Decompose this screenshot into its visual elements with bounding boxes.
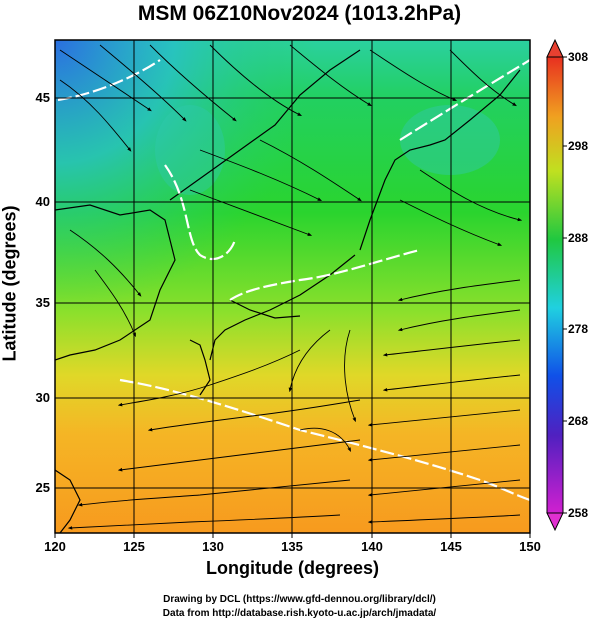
y-tick-label: 45 (36, 90, 50, 105)
credit-drawing: Drawing by DCL (https://www.gfd-dennou.o… (163, 594, 436, 605)
x-axis-label: Longitude (degrees) (205, 558, 379, 578)
colorbar-label: 298 (568, 139, 588, 153)
x-tick-label: 130 (202, 539, 224, 554)
y-axis-label: Latitude (degrees) (0, 205, 20, 362)
colorbar: 308 298 288 278 268 258 (546, 38, 588, 532)
colorbar-max-arrow (546, 38, 564, 58)
coastlines (55, 49, 521, 533)
map-title: MSM 06Z10Nov2024 (1013.2hPa) (137, 2, 462, 25)
y-tick-label: 25 (36, 480, 50, 495)
colorbar-label: 288 (568, 231, 588, 245)
x-tick-label: 125 (123, 539, 145, 554)
x-tick-label: 150 (519, 539, 541, 554)
graticule (55, 40, 530, 533)
colorbar-label: 308 (568, 50, 588, 64)
colorbar-label: 278 (568, 322, 588, 336)
wind-streamlines (59, 44, 523, 530)
x-tick-label: 145 (440, 539, 462, 554)
temperature-field (55, 40, 530, 533)
y-tick-label: 40 (36, 194, 50, 209)
y-tick-label: 35 (36, 295, 50, 310)
x-tick-label: 135 (281, 539, 303, 554)
colorbar-label: 258 (568, 506, 588, 520)
x-tick-label: 120 (44, 539, 66, 554)
x-tick-label: 140 (361, 539, 383, 554)
credit-data: Data from http://database.rish.kyoto-u.a… (162, 608, 437, 619)
x-tick-marks (54, 533, 531, 538)
y-tick-label: 30 (36, 390, 50, 405)
colorbar-min-arrow (546, 512, 564, 532)
colorbar-label: 268 (568, 414, 588, 428)
